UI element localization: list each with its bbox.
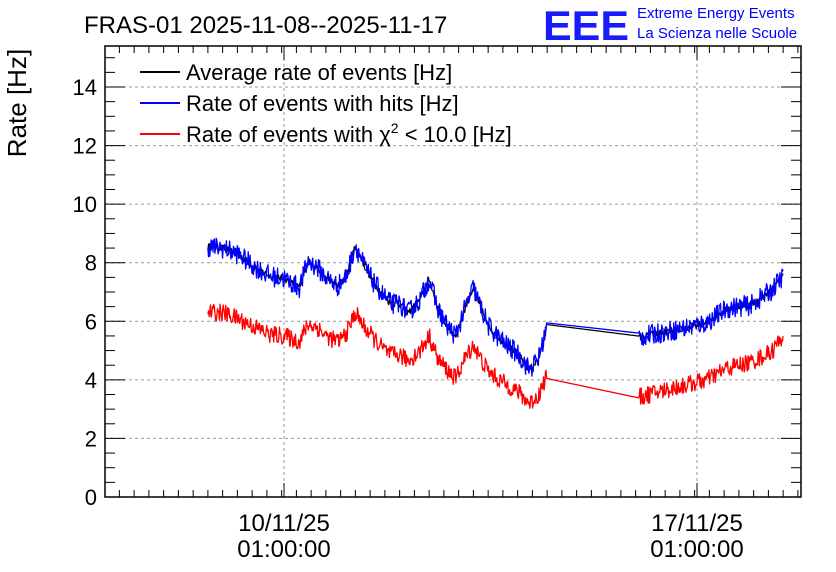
eee-logo: EEE Extreme Energy Events La Scienza nel… bbox=[543, 2, 797, 49]
y-axis-label: Rate [Hz] bbox=[2, 49, 32, 157]
legend-chi2-prefix: Rate of events with bbox=[186, 122, 379, 147]
eee-logo-line2: La Scienza nelle Scuole bbox=[637, 25, 797, 42]
y-tick-label: 14 bbox=[73, 75, 97, 100]
x-tick-time-label: 01:00:00 bbox=[237, 536, 330, 563]
chart-title: FRAS-01 2025-11-08--2025-11-17 bbox=[84, 12, 447, 39]
series-line-1 bbox=[207, 237, 784, 377]
y-tick-label: 2 bbox=[85, 426, 97, 451]
series-line-2 bbox=[207, 303, 784, 409]
y-tick-label: 6 bbox=[85, 309, 97, 334]
eee-logo-line1: Extreme Energy Events bbox=[637, 5, 795, 22]
x-tick-date-label: 10/11/25 bbox=[238, 510, 330, 537]
plot-frame bbox=[104, 45, 802, 498]
legend-label-hits: Rate of events with hits [Hz] bbox=[186, 91, 459, 116]
legend-chi2-suffix: < 10.0 [Hz] bbox=[399, 122, 512, 147]
legend-chi2-sup: 2 bbox=[391, 120, 399, 136]
y-tick-label: 10 bbox=[73, 192, 97, 217]
series-layer bbox=[207, 237, 784, 409]
y-tick-label: 4 bbox=[85, 368, 97, 393]
y-tick-label: 0 bbox=[85, 485, 97, 510]
legend: Average rate of events [Hz] Rate of even… bbox=[140, 60, 512, 147]
legend-label-average: Average rate of events [Hz] bbox=[186, 60, 452, 85]
y-tick-label: 12 bbox=[73, 134, 97, 159]
eee-logo-mark: EEE bbox=[543, 2, 629, 49]
x-tick-date-label: 17/11/25 bbox=[651, 510, 743, 537]
legend-chi2-symbol: χ bbox=[379, 122, 391, 147]
legend-label-chi2: Rate of events with χ2 < 10.0 [Hz] bbox=[186, 120, 512, 147]
x-tick-time-label: 01:00:00 bbox=[650, 536, 743, 563]
axes: 0246810121410/11/2501:00:0017/11/2501:00… bbox=[73, 45, 802, 563]
y-tick-label: 8 bbox=[85, 251, 97, 276]
